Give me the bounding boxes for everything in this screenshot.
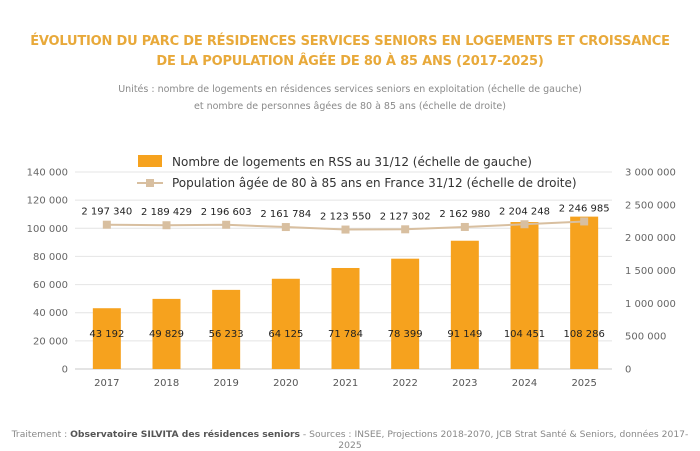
- population-data-label: 2 162 980: [439, 209, 490, 220]
- x-tick-label: 2017: [94, 378, 119, 389]
- bar-data-label: 56 233: [209, 329, 244, 340]
- right-tick-label: 1 000 000: [625, 299, 676, 310]
- x-tick-label: 2020: [273, 378, 298, 389]
- bar-data-label: 49 829: [149, 329, 184, 340]
- right-tick-label: 0: [625, 365, 631, 376]
- x-tick-label: 2022: [392, 378, 417, 389]
- x-tick-label: 2025: [571, 378, 596, 389]
- bar: [450, 240, 479, 369]
- bar-data-label: 104 451: [504, 329, 545, 340]
- bar-data-label: 108 286: [563, 329, 604, 340]
- bar-data-label: 71 784: [328, 329, 363, 340]
- footer-source: Traitement : Observatoire SILVITA des ré…: [0, 429, 700, 451]
- population-marker: [222, 220, 231, 229]
- left-tick-label: 140 000: [27, 168, 68, 179]
- x-tick-label: 2021: [333, 378, 358, 389]
- chart-subtitle-line1: Unités : nombre de logements en résidenc…: [118, 84, 582, 95]
- x-tick-label: 2018: [154, 378, 179, 389]
- x-tick-label: 2019: [213, 378, 238, 389]
- chart-title-line2: DE LA POPULATION ÂGÉE DE 80 À 85 ANS (20…: [156, 54, 544, 69]
- bar-data-label: 78 399: [388, 329, 423, 340]
- bar: [510, 222, 539, 369]
- right-tick-label: 3 000 000: [625, 168, 676, 179]
- x-tick-label: 2024: [512, 378, 537, 389]
- bar: [212, 289, 241, 369]
- bar-data-label: 64 125: [268, 329, 303, 340]
- population-marker: [520, 220, 529, 229]
- bar: [152, 298, 181, 369]
- population-marker: [580, 217, 589, 226]
- bar-data-label: 91 149: [447, 329, 482, 340]
- population-data-label: 2 189 429: [141, 207, 192, 218]
- population-marker: [281, 223, 290, 232]
- population-data-label: 2 196 603: [201, 207, 252, 218]
- left-tick-label: 60 000: [33, 280, 68, 291]
- population-marker: [460, 222, 469, 231]
- population-marker: [341, 225, 350, 234]
- footer-org: Observatoire SILVITA des résidences seni…: [70, 429, 301, 440]
- population-data-label: 2 161 784: [260, 209, 311, 220]
- population-data-label: 2 204 248: [499, 206, 550, 217]
- right-tick-label: 1 500 000: [625, 266, 676, 277]
- left-tick-label: 0: [62, 365, 68, 376]
- bar-data-label: 43 192: [89, 329, 124, 340]
- x-tick-label: 2023: [452, 378, 477, 389]
- left-tick-label: 100 000: [27, 224, 68, 235]
- right-tick-label: 2 000 000: [625, 233, 676, 244]
- bar: [391, 258, 420, 369]
- legend-bar-label: Nombre de logements en RSS au 31/12 (éch…: [172, 155, 532, 169]
- left-tick-label: 40 000: [33, 308, 68, 319]
- population-data-label: 2 197 340: [81, 207, 132, 218]
- footer-sources: - Sources : INSEE, Projections 2018-2070…: [300, 429, 689, 451]
- left-tick-label: 20 000: [33, 336, 68, 347]
- chart-title-line1: ÉVOLUTION DU PARC DE RÉSIDENCES SERVICES…: [30, 34, 670, 49]
- left-tick-label: 80 000: [33, 252, 68, 263]
- population-marker: [401, 225, 410, 234]
- bar: [570, 216, 599, 369]
- bar: [331, 267, 360, 369]
- population-data-label: 2 246 985: [559, 203, 610, 214]
- population-marker: [102, 220, 111, 229]
- bar: [92, 308, 121, 369]
- population-data-label: 2 127 302: [380, 211, 431, 222]
- footer-prefix: Traitement :: [11, 429, 71, 440]
- population-data-label: 2 123 550: [320, 212, 371, 223]
- left-tick-label: 120 000: [27, 196, 68, 207]
- chart-subtitle-line2: et nombre de personnes âgées de 80 à 85 …: [194, 101, 506, 112]
- right-tick-label: 2 500 000: [625, 200, 676, 211]
- right-tick-label: 500 000: [625, 332, 666, 343]
- legend-line-label: Population âgée de 80 à 85 ans en France…: [172, 176, 577, 190]
- legend-bar-swatch: [138, 155, 162, 167]
- legend-line-marker: [146, 179, 154, 187]
- bar: [271, 278, 300, 369]
- population-marker: [162, 221, 171, 230]
